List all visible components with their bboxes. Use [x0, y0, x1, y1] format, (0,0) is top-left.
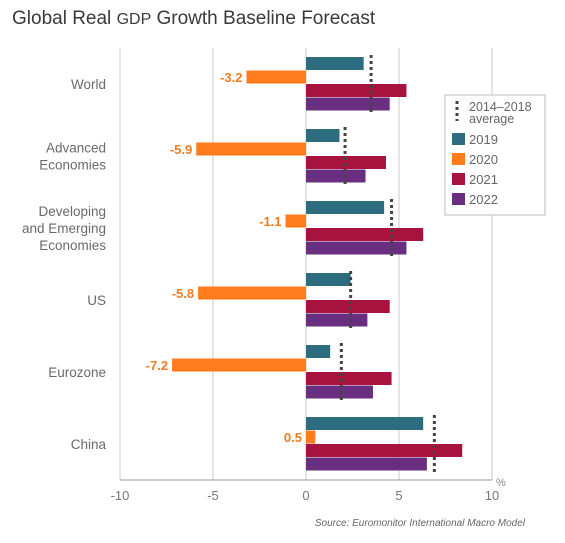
- bar-2022: [306, 457, 427, 471]
- bar-2022: [306, 241, 407, 255]
- x-tick-label: 5: [395, 488, 402, 503]
- source-note: Source: Euromonitor International Macro …: [314, 518, 525, 529]
- bar-2019: [306, 417, 424, 430]
- category-label: Economies: [39, 238, 106, 253]
- category-label: China: [71, 437, 107, 452]
- category-label: Advanced: [46, 141, 106, 156]
- legend-average-label: average: [469, 112, 514, 126]
- category-label: Eurozone: [48, 365, 106, 380]
- data-label-2020: -5.8: [172, 286, 194, 301]
- data-label-2020: -7.2: [146, 358, 168, 373]
- bar-2020: [306, 430, 316, 444]
- legend-swatch-2022: [452, 193, 465, 205]
- category-label: Economies: [39, 158, 106, 173]
- category-label: US: [87, 293, 106, 308]
- bar-2021: [306, 84, 407, 97]
- category-label: and Emerging: [22, 221, 106, 236]
- x-tick-label: -10: [111, 488, 130, 503]
- legend-swatch-2021: [452, 173, 465, 185]
- data-label-2020: -3.2: [220, 70, 242, 85]
- bar-2020: [172, 358, 306, 372]
- legend-average-label: 2014–2018: [469, 100, 532, 114]
- legend-label-2021: 2021: [469, 172, 498, 187]
- bar-2019: [306, 345, 331, 358]
- bar-2019: [306, 201, 385, 214]
- data-label-2020: -1.1: [259, 214, 281, 229]
- legend-swatch-2019: [452, 133, 465, 145]
- x-tick-label: -5: [207, 488, 219, 503]
- category-label: World: [71, 77, 106, 92]
- bar-2022: [306, 97, 390, 111]
- data-label-2020: 0.5: [284, 430, 302, 445]
- legend-swatch-2020: [452, 153, 465, 165]
- bar-2021: [306, 444, 463, 457]
- bar-2022: [306, 313, 368, 327]
- chart-title: Global Real GDP Growth Baseline Forecast: [12, 8, 376, 29]
- data-label-2020: -5.9: [170, 142, 192, 157]
- legend-label-2022: 2022: [469, 192, 498, 207]
- bar-2020: [285, 214, 306, 228]
- x-tick-label: 0: [302, 488, 309, 503]
- bar-2021: [306, 228, 424, 241]
- bar-2021: [306, 372, 392, 385]
- bar-2021: [306, 300, 390, 313]
- category-label: Developing: [38, 204, 106, 219]
- bar-2021: [306, 156, 386, 169]
- legend-label-2019: 2019: [469, 132, 498, 147]
- legend-label-2020: 2020: [469, 152, 498, 167]
- bar-2019: [306, 57, 364, 70]
- bar-2020: [196, 142, 306, 156]
- bar-2019: [306, 129, 340, 142]
- bar-2020: [198, 286, 306, 300]
- bar-2019: [306, 273, 351, 286]
- bar-2020: [246, 70, 306, 84]
- x-unit-label: %: [496, 477, 506, 489]
- x-tick-label: 10: [485, 488, 499, 503]
- bar-2022: [306, 169, 366, 183]
- bar-2022: [306, 385, 373, 399]
